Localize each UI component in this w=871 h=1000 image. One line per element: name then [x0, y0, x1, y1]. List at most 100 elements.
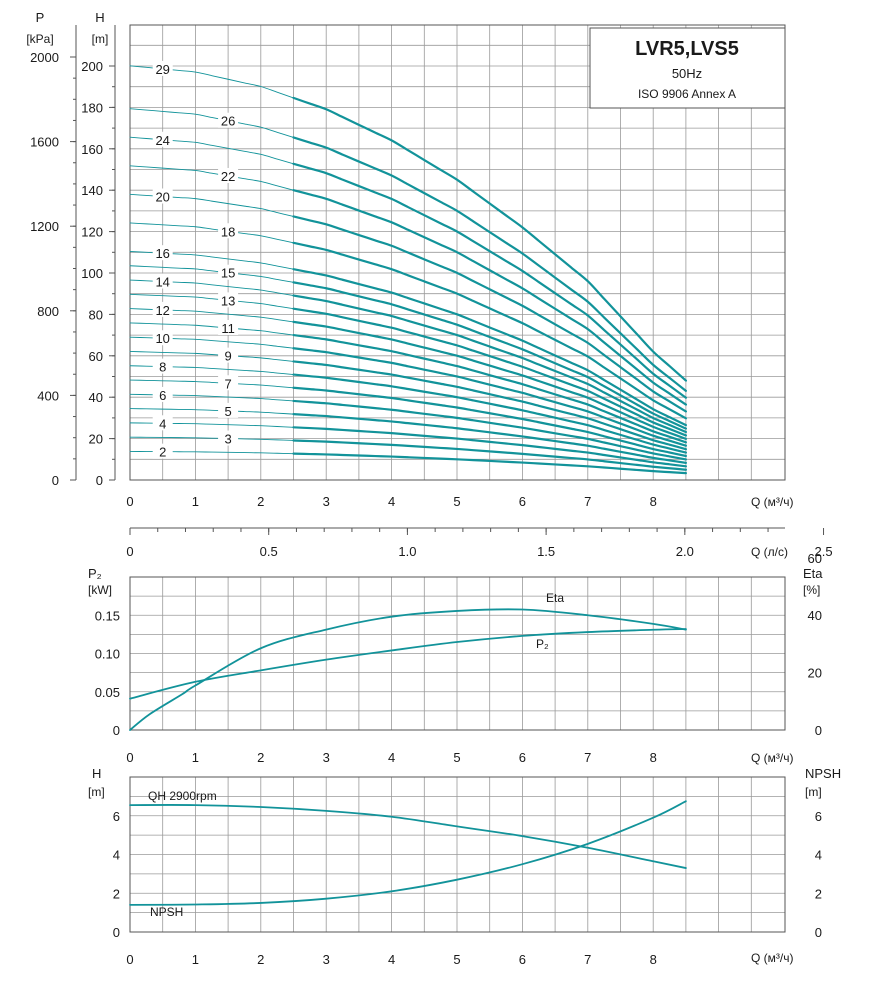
stage-label: 29	[155, 62, 169, 77]
npsh-head-axis-symbol: H	[92, 766, 101, 781]
flow-tick-label: 6	[519, 952, 526, 967]
head-tick-label: 120	[81, 225, 103, 240]
head-tick-label: 200	[81, 59, 103, 74]
stage-label: 10	[155, 331, 169, 346]
stage-curve-thin	[129, 293, 294, 310]
stage-label: 26	[221, 114, 235, 129]
qh-curve-label: QH 2900rpm	[148, 789, 217, 803]
flow-ls-axis-label: Q (л/с)	[751, 545, 788, 559]
stage-curve-thin	[129, 165, 294, 191]
npsh-axis-unit: [m]	[805, 785, 822, 799]
series-curve	[129, 628, 687, 700]
stage-curve-thin	[129, 108, 294, 138]
npsh-grid	[130, 777, 785, 932]
series-curve	[129, 804, 687, 869]
power-grid	[130, 577, 785, 730]
stage-curve-thin	[129, 436, 294, 441]
flow-ls-tick-label: 0.5	[260, 544, 278, 559]
power-axis-unit: [kW]	[88, 583, 112, 597]
flow-ls-tick-label: 1.5	[537, 544, 555, 559]
stage-label: 7	[224, 376, 231, 391]
pressure-tick-label: 800	[37, 304, 59, 319]
stage-label-bg	[218, 112, 239, 128]
left-tick-label: 0.05	[95, 685, 120, 700]
stage-curve-thin	[129, 408, 294, 415]
standard-label: ISO 9906 Annex A	[638, 87, 736, 101]
stage-label-bg	[152, 386, 173, 402]
flow-tick-label: 7	[584, 952, 591, 967]
flow-tick-label: 6	[519, 750, 526, 765]
stage-label-bg	[152, 415, 173, 431]
right-tick-label: 40	[808, 608, 822, 623]
power-flow-axis-label: Q (м³/ч)	[751, 751, 794, 765]
stage-label: 12	[155, 303, 169, 318]
flow-tick-label: 5	[453, 952, 460, 967]
npsh-curve-label: NPSH	[150, 905, 183, 919]
flow-tick-label: 0	[126, 952, 133, 967]
flow-tick-label: 5	[453, 750, 460, 765]
head-tick-label: 40	[89, 390, 103, 405]
stage-label: 24	[155, 133, 169, 148]
right-tick-label: 0	[815, 723, 822, 738]
stage-label: 13	[221, 293, 235, 308]
flow-tick-label: 3	[323, 952, 330, 967]
stage-curve	[292, 413, 687, 464]
pressure-axis-unit: [kPa]	[26, 32, 53, 46]
stage-label: 9	[224, 349, 231, 364]
stage-curve	[292, 162, 687, 399]
right-tick-label: 4	[815, 848, 822, 863]
npsh-head-axis-unit: [m]	[88, 785, 105, 799]
pressure-tick-label: 400	[37, 388, 59, 403]
flow-tick-label: 1	[192, 494, 199, 509]
model-title: LVR5,LVS5	[635, 38, 739, 60]
head-tick-label: 0	[96, 473, 103, 488]
flow-tick-label: 4	[388, 952, 395, 967]
power-axis-ticks: 0 0.05 0.10 0.15 0 20 40 60 0 1 2 3 4 5 6 7 8	[95, 551, 822, 765]
flow-axis-ticks: 0 1 2 3 4 5 6 7 8	[126, 494, 656, 509]
stage-curve	[292, 399, 687, 461]
pressure-tick-label: 1200	[30, 219, 59, 234]
right-tick-label: 0	[815, 925, 822, 940]
head-plot-frame	[129, 24, 786, 481]
power-efficiency-curves	[129, 608, 687, 731]
stage-label: 14	[155, 275, 169, 290]
head-tick-label: 160	[81, 142, 103, 157]
stage-label-bg	[152, 60, 173, 76]
flow-tick-label: 2	[257, 750, 264, 765]
stage-label-bg	[218, 167, 239, 183]
flow-tick-label: 6	[519, 494, 526, 509]
head-axis-ticks: 0204060801001201401601802000400800120016…	[30, 50, 115, 488]
stage-label-bg	[218, 264, 239, 280]
left-tick-label: 6	[113, 809, 120, 824]
head-tick-label: 100	[81, 266, 103, 281]
head-tick-label: 80	[89, 307, 103, 322]
flow-tick-label: 2	[257, 952, 264, 967]
stage-curve-thin	[129, 222, 294, 244]
right-tick-label: 6	[815, 809, 822, 824]
stage-curve	[292, 136, 687, 392]
stage-curve	[292, 386, 687, 458]
stage-curves	[129, 65, 687, 475]
head-tick-label: 60	[89, 349, 103, 364]
head-curves-panel: 0204060801001201401601802000400800120016…	[26, 10, 832, 559]
flow-tick-label: 8	[650, 750, 657, 765]
stage-curve	[292, 189, 687, 406]
eta-curve-label: Eta	[546, 591, 564, 605]
stage-label-bg	[218, 223, 239, 239]
stage-label: 6	[159, 388, 166, 403]
stage-label-bg	[218, 292, 239, 308]
flow-tick-label: 7	[584, 750, 591, 765]
stage-curve	[292, 373, 687, 454]
title-box: LVR5,LVS5 50Hz ISO 9906 Annex A	[589, 27, 786, 109]
stage-curve	[292, 215, 687, 413]
power-plot-frame	[129, 576, 786, 731]
stage-curve-thin	[129, 379, 294, 389]
stage-curve	[292, 241, 687, 420]
flow-tick-label: 1	[192, 750, 199, 765]
stage-label-bg	[152, 443, 173, 459]
stage-label-bg	[152, 188, 173, 204]
flow-ls-tick-label: 2.5	[814, 544, 832, 559]
stage-label-bg	[152, 273, 173, 289]
stage-curve	[292, 294, 687, 434]
stage-label: 8	[159, 360, 166, 375]
